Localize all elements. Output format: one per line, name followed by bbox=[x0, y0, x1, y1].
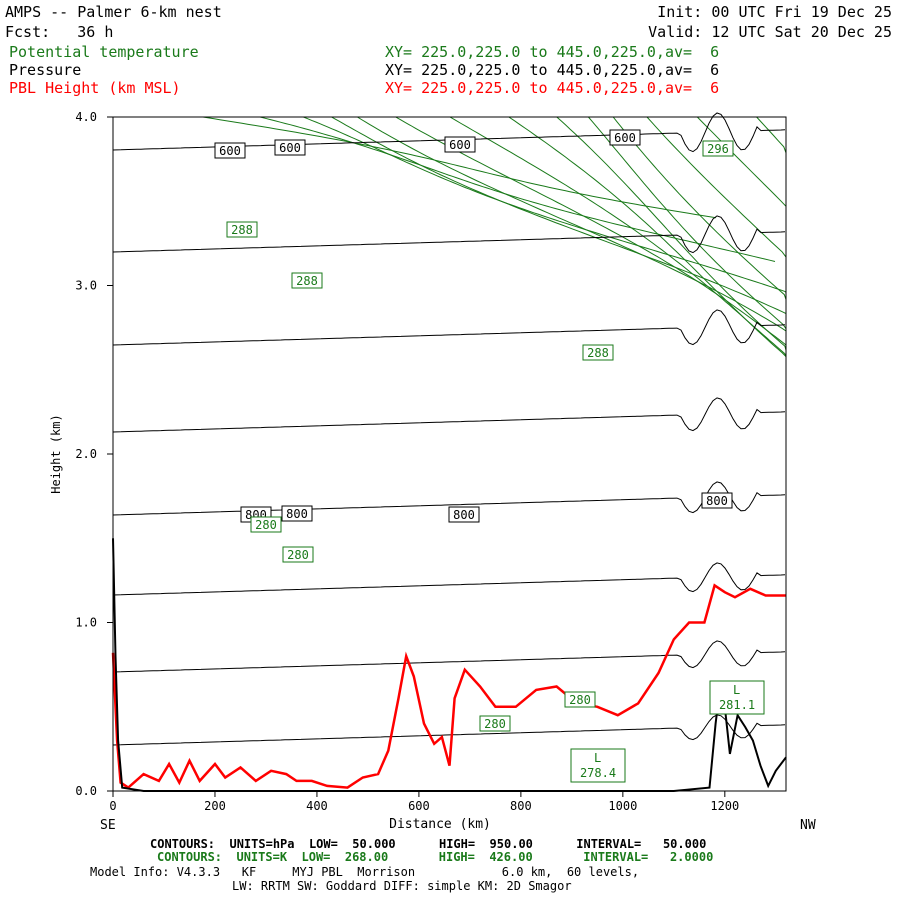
pressure-contour-label: 800 bbox=[286, 507, 308, 521]
field-xy-pressure: XY= 225.0,225.0 to 445.0,225.0,av= 6 bbox=[385, 61, 720, 79]
y-tick-label: 4.0 bbox=[75, 110, 97, 124]
low-letter: L bbox=[733, 683, 740, 697]
y-tick-label: 2.0 bbox=[75, 447, 97, 461]
theta-contour bbox=[303, 116, 787, 306]
pressure-contour-label: 600 bbox=[219, 144, 241, 158]
field-name-pbl: PBL Height (km MSL) bbox=[9, 79, 181, 97]
y-tick-label: 1.0 bbox=[75, 616, 97, 630]
footer-pressure-contours: CONTOURS: UNITS=hPa LOW= 50.000 HIGH= 95… bbox=[150, 837, 707, 851]
footer-model-info-2: LW: RRTM SW: Goddard DIFF: simple KM: 2D… bbox=[232, 879, 572, 893]
low-value: 281.1 bbox=[719, 698, 755, 712]
pressure-contour bbox=[112, 215, 786, 254]
pressure-contour-label: 600 bbox=[614, 131, 636, 145]
pressure-contour-label: 600 bbox=[449, 138, 471, 152]
theta-contour-label: 280 bbox=[484, 717, 506, 731]
theta-contour bbox=[202, 116, 717, 219]
pressure-contour-label: 600 bbox=[279, 141, 301, 155]
theta-contour-label-box bbox=[226, 221, 258, 238]
left-end-label: SE bbox=[100, 818, 116, 833]
field-xy-pbl: XY= 225.0,225.0 to 445.0,225.0,av= 6 bbox=[385, 79, 720, 97]
pressure-contour bbox=[112, 714, 786, 746]
x-tick-label: 800 bbox=[510, 799, 532, 813]
theta-contour bbox=[357, 116, 787, 393]
pressure-contour bbox=[112, 397, 786, 433]
theta-contour bbox=[259, 116, 776, 262]
low-label-box bbox=[570, 748, 626, 783]
theta-contour-label: 280 bbox=[287, 548, 309, 562]
y-tick-label: 3.0 bbox=[75, 279, 97, 293]
x-tick-label: 0 bbox=[109, 799, 116, 813]
theta-contour bbox=[449, 116, 787, 480]
theta-contour bbox=[331, 116, 787, 349]
pressure-contour bbox=[112, 481, 786, 516]
theta-contour bbox=[588, 116, 787, 611]
low-letter: L bbox=[594, 751, 601, 765]
pressure-contour-label-box bbox=[448, 506, 480, 523]
y-tick-label: 0.0 bbox=[75, 784, 97, 798]
x-tick-label: 1000 bbox=[608, 799, 637, 813]
field-name-theta: Potential temperature bbox=[9, 43, 199, 61]
theta-contour-label: 288 bbox=[296, 274, 318, 288]
theta-contour-label-box bbox=[250, 516, 282, 533]
pbl-height-line bbox=[111, 583, 786, 790]
x-tick-label: 600 bbox=[408, 799, 430, 813]
pressure-contour-label-box bbox=[701, 492, 733, 509]
init-time: Init: 00 UTC Fri 19 Dec 25 bbox=[657, 3, 892, 21]
theta-contour-label-box bbox=[564, 691, 596, 708]
x-tick-label: 200 bbox=[204, 799, 226, 813]
theta-contour bbox=[646, 116, 787, 699]
theta-contour-label-box bbox=[282, 546, 314, 563]
forecast-hour: Fcst: 36 h bbox=[5, 23, 114, 41]
theta-contour-label-box bbox=[291, 272, 323, 289]
theta-contour bbox=[696, 116, 787, 742]
y-axis-label: Height (km) bbox=[49, 414, 63, 493]
pressure-contour-label-box bbox=[444, 136, 476, 153]
theta-contour-lines bbox=[202, 116, 787, 786]
pressure-contour bbox=[112, 309, 786, 346]
theta-contour-label: 280 bbox=[569, 693, 591, 707]
footer-model-info: Model Info: V4.3.3 KF MYJ PBL Morrison 6… bbox=[90, 865, 640, 879]
pressure-contour-label-box bbox=[274, 139, 306, 156]
pressure-contour-label-box bbox=[281, 505, 313, 522]
theta-contour bbox=[508, 116, 787, 524]
field-xy-theta: XY= 225.0,225.0 to 445.0,225.0,av= 6 bbox=[385, 43, 720, 61]
chart-title: AMPS -- Palmer 6-km nest bbox=[5, 3, 222, 21]
theta-contour-label-box bbox=[702, 140, 734, 157]
low-label-box bbox=[709, 680, 765, 715]
theta-contour-label: 288 bbox=[231, 223, 253, 237]
x-tick-label: 400 bbox=[306, 799, 328, 813]
pressure-contour-lines bbox=[112, 112, 786, 746]
theta-contour bbox=[556, 116, 787, 568]
x-axis-label: Distance (km) bbox=[389, 817, 491, 832]
pressure-contour bbox=[112, 640, 786, 673]
theta-contour-label-box bbox=[479, 715, 511, 732]
low-value: 278.4 bbox=[580, 766, 616, 780]
pressure-contour-label-box bbox=[214, 142, 246, 159]
x-tick-label: 1200 bbox=[710, 799, 739, 813]
theta-contour-label-box bbox=[582, 344, 614, 361]
pressure-contour-label-box bbox=[609, 129, 641, 146]
axes-layer: 0 200 400 600 800 1000 1200 0.0 1.0 2.0 3.0 4.0 bbox=[75, 110, 739, 813]
pressure-contour bbox=[112, 562, 786, 596]
series-layer bbox=[111, 538, 787, 792]
theta-contour-label: 296 bbox=[707, 142, 729, 156]
right-end-label: NW bbox=[800, 818, 816, 833]
pressure-contour-label: 800 bbox=[706, 494, 728, 508]
theta-contour bbox=[612, 116, 787, 655]
theta-contour-label: 280 bbox=[255, 518, 277, 532]
field-name-pressure: Pressure bbox=[9, 61, 82, 79]
pressure-contour-label: 800 bbox=[453, 508, 475, 522]
valid-time: Valid: 12 UTC Sat 20 Dec 25 bbox=[648, 23, 892, 41]
theta-contour-label: 288 bbox=[587, 346, 609, 360]
plot-frame bbox=[112, 116, 787, 792]
footer-theta-contours: CONTOURS: UNITS=K LOW= 268.00 HIGH= 426.… bbox=[157, 850, 714, 864]
